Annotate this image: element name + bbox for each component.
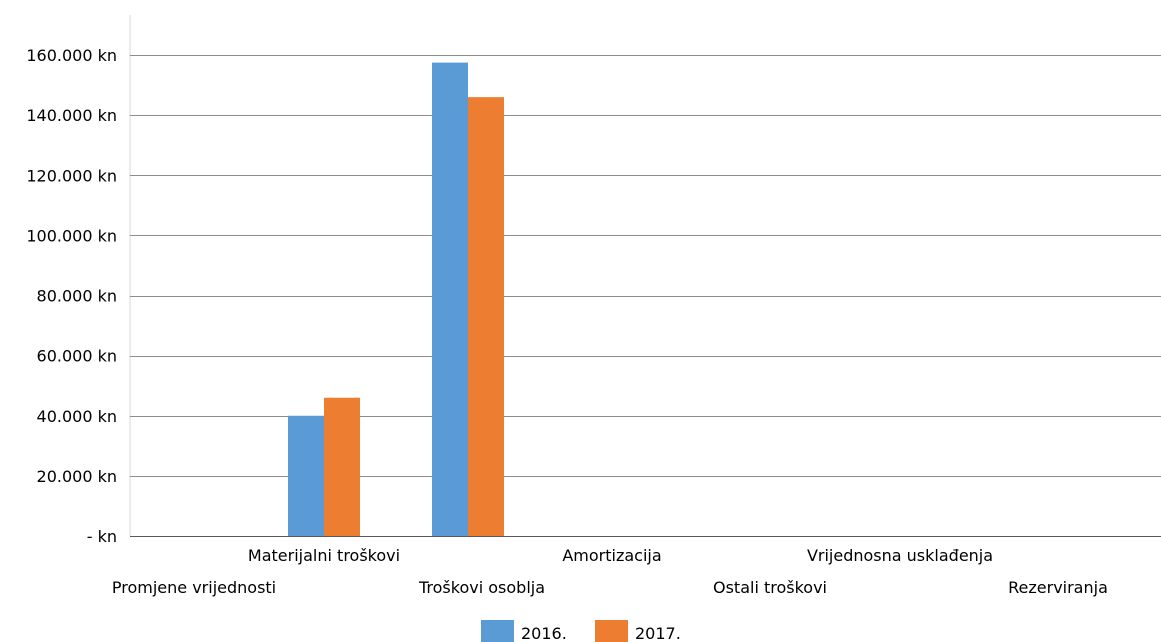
y-tick-label: 60.000 kn xyxy=(37,347,117,366)
x-category-label: Amortizacija xyxy=(562,546,661,565)
y-tick-label: 80.000 kn xyxy=(37,287,117,306)
x-category-label: Promjene vrijednosti xyxy=(112,578,276,597)
y-tick-label: 140.000 kn xyxy=(26,106,117,125)
gridlines xyxy=(129,15,1161,537)
y-tick-label: 40.000 kn xyxy=(37,407,117,426)
x-category-label: Rezerviranja xyxy=(1008,578,1108,597)
legend-label: 2017. xyxy=(635,624,681,642)
bar-2017-2 xyxy=(468,97,504,536)
x-category-label: Ostali troškovi xyxy=(713,578,827,597)
legend-label: 2016. xyxy=(521,624,567,642)
bar-2017-1 xyxy=(324,397,360,536)
y-tick-label: 20.000 kn xyxy=(37,467,117,486)
legend-swatch xyxy=(595,620,628,642)
x-category-label: Vrijednosna usklađenja xyxy=(807,546,993,565)
y-tick-label: - kn xyxy=(87,527,117,546)
x-axis-category-labels: Promjene vrijednosti Materijalni troškovi… xyxy=(112,546,1108,597)
y-axis-tick-labels: - kn 20.000 kn 40.000 kn 60.000 kn 80.000 kn… xyxy=(26,46,117,546)
bar-2016-2 xyxy=(432,62,468,537)
y-tick-label: 120.000 kn xyxy=(26,166,117,185)
legend: 2016. 2017. xyxy=(481,620,681,642)
y-tick-label: 160.000 kn xyxy=(26,46,117,65)
x-category-label: Troškovi osoblja xyxy=(418,578,545,597)
bars xyxy=(288,62,504,537)
y-tick-label: 100.000 kn xyxy=(26,226,117,245)
legend-swatch xyxy=(481,620,514,642)
bar-2016-1 xyxy=(288,415,324,536)
x-category-label: Materijalni troškovi xyxy=(248,546,400,565)
